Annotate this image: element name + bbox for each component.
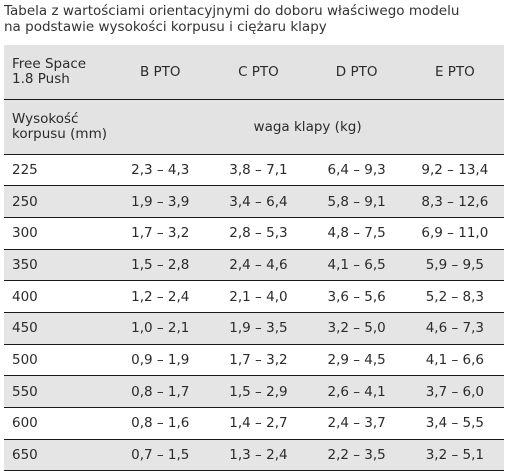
row-weight-range-cell: 2,9 – 4,5	[307, 344, 406, 377]
weight-header-cell: waga klapy (kg)	[111, 99, 504, 155]
row-weight-range-cell: 1,3 – 2,4	[209, 439, 308, 471]
row-height-cell: 550	[4, 375, 112, 408]
row-weight-range-cell: 2,3 – 4,3	[111, 154, 210, 187]
row-weight-range-cell: 4,1 – 6,5	[307, 249, 406, 282]
model-header-line-2: 1.8 Push	[12, 70, 70, 87]
table-header-row-models: Free Space 1.8 Push B PTO C PTO D PTO E …	[4, 45, 504, 100]
row-weight-range-cell: 5,9 – 9,5	[405, 249, 504, 282]
row-height-cell: 600	[4, 407, 112, 440]
row-weight-range-cell: 0,7 – 1,5	[111, 439, 210, 471]
row-weight-range-cell: 3,4 – 6,4	[209, 185, 308, 218]
row-weight-range-cell: 3,4 – 5,5	[405, 407, 504, 440]
model-header-cell: Free Space 1.8 Push	[4, 45, 112, 100]
row-height-cell: 225	[4, 154, 112, 187]
row-weight-range-cell: 1,2 – 2,4	[111, 280, 210, 313]
row-weight-range-cell: 3,2 – 5,1	[405, 439, 504, 471]
model-selection-table: Free Space 1.8 Push B PTO C PTO D PTO E …	[4, 45, 504, 471]
table-row: 400 1,2 – 2,4 2,1 – 4,0 3,6 – 5,6 5,2 – 8,3	[4, 280, 504, 313]
row-height-cell: 500	[4, 344, 112, 377]
table-row: 500 0,9 – 1,9 1,7 – 3,2 2,9 – 4,5 4,1 – 6,6	[4, 344, 504, 377]
row-height-cell: 400	[4, 280, 112, 313]
row-weight-range-cell: 1,9 – 3,9	[111, 185, 210, 218]
row-height-cell: 250	[4, 185, 112, 218]
table-caption: Tabela z wartościami orientacyjnymi do d…	[4, 3, 509, 35]
row-weight-range-cell: 6,4 – 9,3	[307, 154, 406, 187]
column-header-d-pto: D PTO	[307, 45, 406, 100]
row-weight-range-cell: 4,8 – 7,5	[307, 217, 406, 250]
caption-line-2: na podstawie wysokości korpusu i ciężaru…	[4, 19, 327, 35]
row-weight-range-cell: 1,0 – 2,1	[111, 312, 210, 345]
table-header-row-units: Wysokość korpusu (mm) waga klapy (kg)	[4, 99, 504, 155]
height-header-cell: Wysokość korpusu (mm)	[4, 99, 112, 155]
table-row: 225 2,3 – 4,3 3,8 – 7,1 6,4 – 9,3 9,2 – 13,4	[4, 154, 504, 187]
row-weight-range-cell: 6,9 – 11,0	[405, 217, 504, 250]
row-weight-range-cell: 1,5 – 2,8	[111, 249, 210, 282]
row-weight-range-cell: 2,8 – 5,3	[209, 217, 308, 250]
row-weight-range-cell: 5,2 – 8,3	[405, 280, 504, 313]
row-weight-range-cell: 2,2 – 3,5	[307, 439, 406, 471]
row-weight-range-cell: 1,9 – 3,5	[209, 312, 308, 345]
row-weight-range-cell: 0,9 – 1,9	[111, 344, 210, 377]
column-header-e-pto: E PTO	[405, 45, 504, 100]
row-weight-range-cell: 1,7 – 3,2	[111, 217, 210, 250]
row-weight-range-cell: 2,4 – 3,7	[307, 407, 406, 440]
row-weight-range-cell: 3,8 – 7,1	[209, 154, 308, 187]
row-weight-range-cell: 3,2 – 5,0	[307, 312, 406, 345]
row-weight-range-cell: 2,4 – 4,6	[209, 249, 308, 282]
row-height-cell: 650	[4, 439, 112, 471]
row-height-cell: 300	[4, 217, 112, 250]
row-height-cell: 350	[4, 249, 112, 282]
row-height-cell: 450	[4, 312, 112, 345]
row-weight-range-cell: 3,6 – 5,6	[307, 280, 406, 313]
row-weight-range-cell: 5,8 – 9,1	[307, 185, 406, 218]
row-weight-range-cell: 0,8 – 1,6	[111, 407, 210, 440]
row-weight-range-cell: 4,1 – 6,6	[405, 344, 504, 377]
column-header-b-pto: B PTO	[111, 45, 210, 100]
model-header-line-1: Free Space	[12, 55, 87, 72]
table-row: 450 1,0 – 2,1 1,9 – 3,5 3,2 – 5,0 4,6 – 7,3	[4, 312, 504, 345]
table-row: 350 1,5 – 2,8 2,4 – 4,6 4,1 – 6,5 5,9 – 9,5	[4, 249, 504, 282]
row-weight-range-cell: 9,2 – 13,4	[405, 154, 504, 187]
table-row: 550 0,8 – 1,7 1,5 – 2,9 2,6 – 4,1 3,7 – 6,0	[4, 375, 504, 408]
row-weight-range-cell: 2,1 – 4,0	[209, 280, 308, 313]
height-header-line-2: korpusu (mm)	[12, 125, 107, 142]
table-row: 650 0,7 – 1,5 1,3 – 2,4 2,2 – 3,5 3,2 – 5,1	[4, 439, 504, 471]
row-weight-range-cell: 4,6 – 7,3	[405, 312, 504, 345]
column-header-c-pto: C PTO	[209, 45, 308, 100]
row-weight-range-cell: 1,7 – 3,2	[209, 344, 308, 377]
row-weight-range-cell: 3,7 – 6,0	[405, 375, 504, 408]
table-row: 250 1,9 – 3,9 3,4 – 6,4 5,8 – 9,1 8,3 – 12,6	[4, 185, 504, 218]
table-row: 600 0,8 – 1,6 1,4 – 2,7 2,4 – 3,7 3,4 – 5,5	[4, 407, 504, 440]
row-weight-range-cell: 8,3 – 12,6	[405, 185, 504, 218]
caption-line-1: Tabela z wartościami orientacyjnymi do d…	[4, 3, 460, 19]
row-weight-range-cell: 1,5 – 2,9	[209, 375, 308, 408]
row-weight-range-cell: 2,6 – 4,1	[307, 375, 406, 408]
row-weight-range-cell: 0,8 – 1,7	[111, 375, 210, 408]
row-weight-range-cell: 1,4 – 2,7	[209, 407, 308, 440]
height-header-line-1: Wysokość	[12, 110, 79, 127]
table-row: 300 1,7 – 3,2 2,8 – 5,3 4,8 – 7,5 6,9 – 11,0	[4, 217, 504, 250]
